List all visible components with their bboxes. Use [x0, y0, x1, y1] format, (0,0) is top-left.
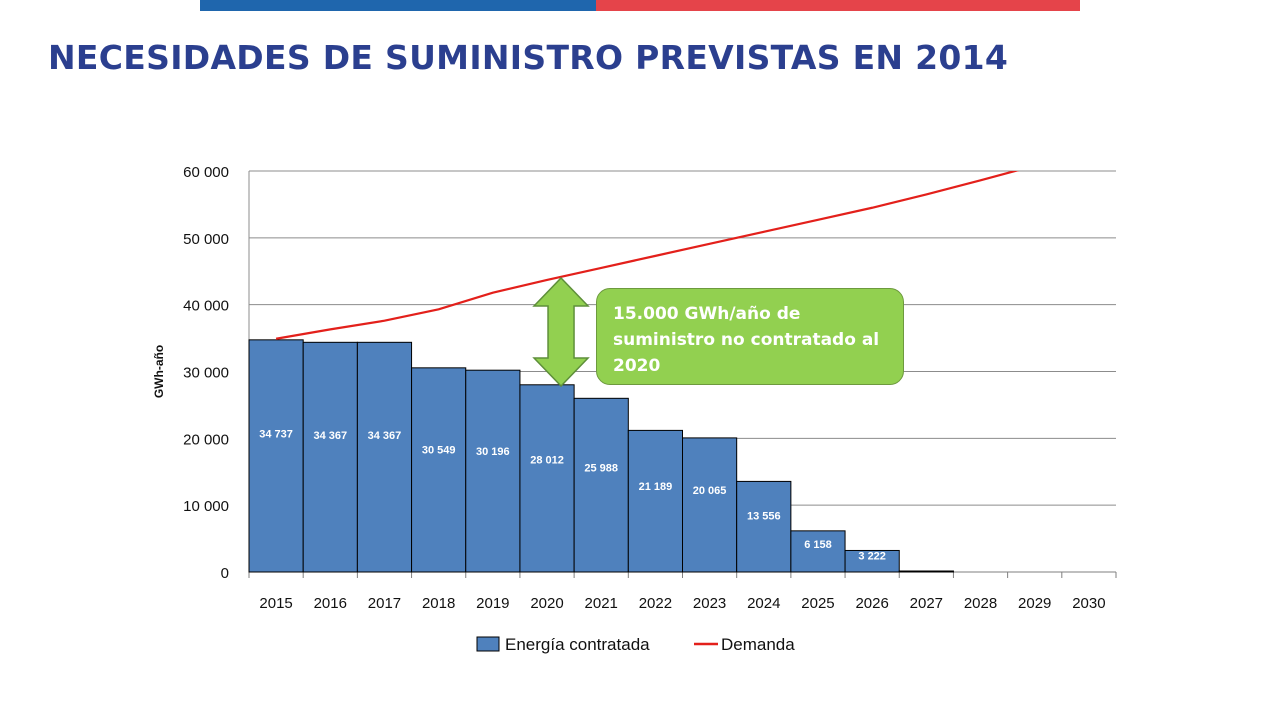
bar	[302, 341, 358, 573]
x-tick-label: 2025	[801, 595, 834, 612]
y-tick-label: 60 000	[183, 164, 229, 181]
bar-data-label: 25 988	[584, 462, 618, 474]
bar-data-label: 34 367	[368, 430, 402, 442]
x-tick-label: 2027	[910, 595, 943, 612]
x-tick-label: 2026	[855, 595, 888, 612]
x-tick-label: 2021	[585, 595, 618, 612]
bar-data-label: 30 549	[422, 445, 456, 457]
bar-data-label: 21 189	[639, 481, 673, 493]
legend-label: Energía contratada	[505, 635, 650, 654]
bar	[465, 369, 521, 573]
bar	[519, 384, 575, 573]
double-arrow-icon	[532, 276, 590, 388]
bar-data-label: 3 222	[858, 551, 886, 563]
bar-data-label: 28 012	[530, 454, 564, 466]
x-tick-label: 2022	[639, 595, 672, 612]
bar	[411, 367, 467, 573]
bar-data-label: 20 065	[693, 485, 727, 497]
bar	[356, 341, 413, 573]
y-tick-label: 20 000	[183, 431, 229, 448]
page-title: NECESIDADES DE SUMINISTRO PREVISTAS EN 2…	[48, 38, 1009, 77]
y-tick-label: 30 000	[183, 365, 229, 382]
x-tick-label: 2019	[476, 595, 509, 612]
bar	[248, 339, 304, 573]
legend-swatch-bar	[476, 636, 500, 652]
x-tick-label: 2018	[422, 595, 455, 612]
x-tick-label: 2016	[314, 595, 347, 612]
bar-data-label: 6 158	[804, 539, 832, 551]
x-tick-label: 2030	[1072, 595, 1105, 612]
bar	[790, 530, 846, 573]
top-accent-bar-blue	[200, 0, 596, 11]
x-tick-label: 2015	[259, 595, 292, 612]
bar-data-label: 34 367	[313, 430, 347, 442]
y-tick-label: 40 000	[183, 298, 229, 315]
x-tick-label: 2029	[1018, 595, 1051, 612]
bar	[898, 570, 954, 573]
top-accent-bar-red	[596, 0, 1080, 11]
y-tick-label: 0	[221, 565, 229, 582]
bar-data-label: 34 737	[259, 428, 293, 440]
bar	[682, 437, 738, 573]
callout-box: 15.000 GWh/año de suministro no contrata…	[596, 288, 904, 385]
bar	[844, 549, 900, 573]
bar	[627, 429, 683, 573]
bar	[736, 480, 792, 573]
x-tick-label: 2020	[530, 595, 563, 612]
bar-data-label: 13 556	[747, 510, 781, 522]
bar-data-label: 30 196	[476, 446, 510, 458]
y-axis-label: GWh-año	[152, 345, 166, 398]
x-tick-label: 2028	[964, 595, 997, 612]
x-tick-label: 2024	[747, 595, 780, 612]
bar	[573, 397, 629, 573]
x-tick-label: 2017	[368, 595, 401, 612]
y-tick-label: 10 000	[183, 498, 229, 515]
x-tick-label: 2023	[693, 595, 726, 612]
demand-line	[275, 171, 1020, 340]
y-tick-label: 50 000	[183, 231, 229, 248]
legend-label: Demanda	[721, 635, 795, 654]
